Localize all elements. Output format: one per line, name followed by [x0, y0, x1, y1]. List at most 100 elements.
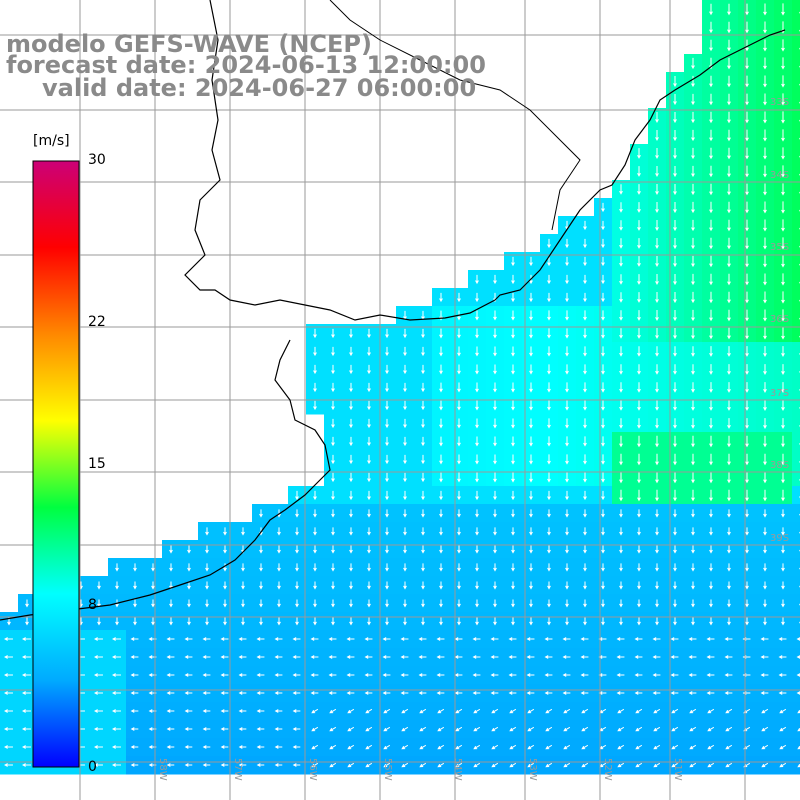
wind-arrow — [365, 726, 373, 732]
wind-arrow — [601, 490, 605, 501]
wind-arrow — [421, 617, 425, 626]
wind-arrow — [547, 400, 551, 411]
wind-arrow — [781, 453, 785, 466]
wind-arrow — [781, 617, 785, 626]
wind-arrow — [493, 382, 497, 393]
wind-arrow — [691, 237, 695, 250]
wind-arrow — [544, 637, 553, 641]
wind-arrow — [347, 744, 355, 750]
wind-arrow — [634, 691, 643, 695]
wind-arrow — [292, 655, 301, 659]
wind-arrow — [311, 762, 319, 768]
wind-arrow — [565, 328, 569, 339]
wind-arrow — [382, 655, 391, 659]
wind-arrow — [688, 673, 697, 677]
wind-arrow — [475, 418, 479, 429]
wind-arrow — [547, 310, 551, 321]
wind-arrow — [491, 762, 499, 768]
wind-arrow — [763, 237, 767, 250]
wind-arrow — [454, 691, 463, 695]
wind-arrow — [745, 129, 749, 142]
wind-arrow — [745, 382, 749, 393]
wind-arrow — [439, 490, 443, 501]
wind-cell — [792, 594, 800, 613]
wind-cell — [792, 0, 800, 19]
wind-arrow — [637, 274, 641, 285]
wind-arrow — [760, 637, 769, 641]
wind-arrow — [616, 637, 625, 641]
wind-arrow — [473, 744, 481, 750]
wind-cell — [792, 162, 800, 181]
wind-cell — [792, 126, 800, 145]
wind-arrow — [637, 310, 641, 321]
wind-arrow — [691, 489, 695, 502]
wind-arrow — [691, 471, 695, 484]
wind-arrow — [619, 489, 623, 502]
wind-arrow — [529, 509, 533, 518]
wind-arrow — [637, 527, 641, 536]
wind-arrow — [401, 708, 409, 714]
wind-arrow — [619, 400, 623, 411]
wind-arrow — [94, 637, 103, 641]
wind-arrow — [763, 129, 767, 142]
wind-arrow — [563, 744, 571, 750]
wind-arrow — [709, 489, 713, 502]
wind-arrow — [365, 744, 373, 750]
wind-arrow — [709, 364, 713, 375]
wind-arrow — [205, 581, 209, 590]
longitude-label: 56W — [307, 758, 318, 781]
wind-arrow — [781, 545, 785, 554]
wind-arrow — [673, 617, 677, 626]
wind-cell — [792, 720, 800, 739]
wind-arrow — [637, 435, 641, 448]
wind-arrow — [601, 454, 605, 465]
wind-arrow — [709, 400, 713, 411]
wind-arrow — [511, 346, 515, 357]
wind-arrow — [329, 726, 337, 732]
wind-arrow — [419, 762, 427, 768]
wind-arrow — [367, 382, 371, 393]
latitude-label: 35S — [770, 242, 789, 253]
wind-arrow — [781, 563, 785, 572]
wind-arrow — [4, 673, 13, 677]
wind-arrow — [508, 637, 517, 641]
wind-arrow — [457, 382, 461, 393]
wind-arrow — [637, 418, 641, 429]
wind-arrow — [256, 637, 265, 641]
wind-arrow — [313, 581, 317, 590]
wind-arrow — [583, 418, 587, 429]
wind-arrow — [403, 400, 407, 411]
wind-arrow — [184, 763, 193, 767]
wind-arrow — [563, 726, 571, 732]
wind-arrow — [781, 291, 785, 304]
wind-arrow — [655, 563, 659, 572]
wind-arrow — [583, 364, 587, 375]
wind-arrow — [367, 400, 371, 411]
wind-arrow — [511, 617, 515, 626]
wind-arrow — [292, 745, 301, 749]
wind-arrow — [655, 130, 659, 141]
wind-arrow — [619, 238, 623, 249]
wind-arrow — [529, 599, 533, 608]
wind-arrow — [511, 545, 515, 554]
wind-arrow — [529, 256, 533, 267]
wind-arrow — [256, 655, 265, 659]
wind-arrow — [689, 726, 697, 732]
wind-arrow — [706, 691, 715, 695]
wind-arrow — [493, 454, 497, 465]
wind-arrow — [454, 637, 463, 641]
wind-arrow — [637, 545, 641, 554]
wind-cell — [792, 234, 800, 253]
wind-arrow — [709, 75, 713, 88]
wind-arrow — [637, 599, 641, 608]
wind-arrow — [619, 346, 623, 357]
wind-arrow — [724, 637, 733, 641]
wind-arrow — [763, 273, 767, 286]
wind-arrow — [580, 637, 589, 641]
wind-arrow — [349, 328, 353, 339]
wind-arrow — [637, 148, 641, 159]
wind-arrow — [763, 39, 767, 52]
wind-arrow — [295, 545, 299, 554]
wind-arrow — [583, 400, 587, 411]
wind-arrow — [670, 691, 679, 695]
